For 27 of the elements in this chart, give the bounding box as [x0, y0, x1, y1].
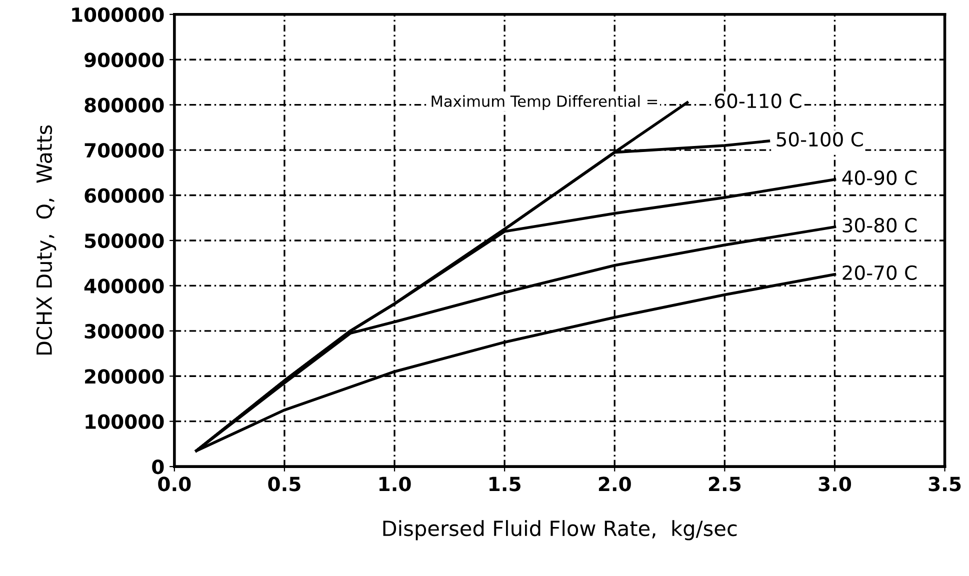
x-tick-label: 2.0: [598, 476, 631, 492]
y-tick-label: 500000: [85, 233, 164, 248]
y-tick-label: 100000: [86, 414, 164, 430]
series-label: 30-80 C: [842, 218, 917, 233]
y-tick-label: 200000: [85, 369, 164, 384]
x-tick-label: 2.5: [708, 476, 741, 492]
x-tick-label: 0.5: [268, 476, 300, 492]
x-tick-label: 0.0: [158, 476, 191, 492]
series-label: 40-90 C: [842, 170, 917, 186]
x-tick-label: 3.0: [818, 476, 852, 492]
x-tick-label: 1.5: [490, 476, 520, 492]
y-tick-label: 400000: [84, 278, 164, 294]
series-label: 20-70 C: [842, 265, 917, 280]
series-label: 60-110 C: [715, 94, 802, 108]
y-tick-label: 900000: [84, 52, 164, 68]
y-tick-label: 700000: [84, 143, 164, 158]
y-tick-label: 300000: [84, 324, 164, 339]
y-tick-label: 600000: [84, 188, 164, 203]
series-label: 50-100 C: [776, 132, 863, 147]
y-tick-label: 1000000: [72, 7, 164, 22]
annotation: Maximum Temp Differential =: [432, 95, 658, 110]
y-tick-label: 800000: [84, 98, 164, 112]
y-axis-title: DCHX Duty, Q, Watts: [36, 125, 56, 355]
y-tick-label: 0: [152, 460, 164, 474]
x-tick-label: 1.0: [379, 476, 411, 492]
x-tick-label: 3.5: [928, 476, 961, 492]
x-axis-title: Dispersed Fluid Flow Rate, kg/sec: [383, 520, 737, 540]
